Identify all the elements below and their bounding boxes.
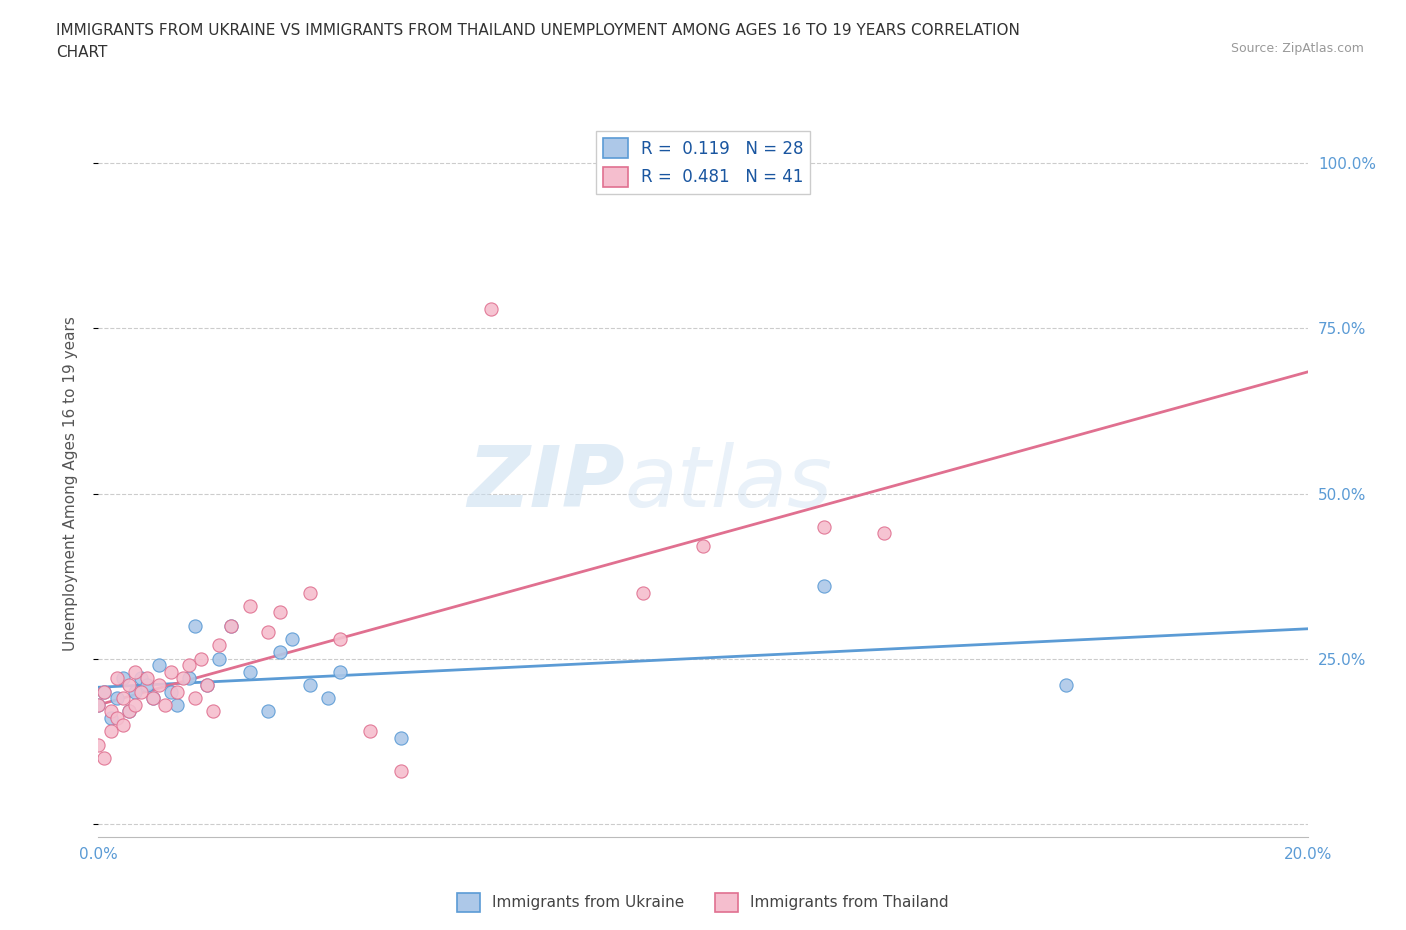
Point (184, 618, 207, 633)
Point (813, 519, 835, 534)
Point (124, 698, 146, 712)
Point (256, 625, 278, 640)
Point (111, 717, 134, 732)
Point (111, 671, 134, 686)
Point (93, 751, 115, 765)
Point (481, 301, 503, 316)
Text: Source: ZipAtlas.com: Source: ZipAtlas.com (1230, 42, 1364, 55)
Point (160, 664, 183, 679)
Point (100, 704, 122, 719)
Point (118, 704, 141, 719)
Point (124, 684, 146, 699)
Point (129, 671, 152, 686)
Point (148, 658, 170, 672)
Point (329, 631, 352, 646)
Point (256, 704, 278, 719)
Point (129, 684, 152, 699)
Point (87, 698, 110, 712)
Point (118, 678, 141, 693)
Point (195, 678, 218, 693)
Point (142, 691, 165, 706)
Point (389, 764, 412, 778)
Point (692, 538, 714, 553)
Point (269, 605, 291, 620)
Point (239, 664, 262, 679)
Point (135, 678, 157, 693)
Legend: R =  0.119   N = 28, R =  0.481   N = 41: R = 0.119 N = 28, R = 0.481 N = 41 (596, 131, 810, 193)
Point (148, 678, 170, 693)
Point (105, 711, 128, 725)
Point (202, 704, 225, 719)
Point (360, 724, 382, 738)
Point (153, 698, 176, 712)
Text: CHART: CHART (56, 45, 108, 60)
Point (329, 664, 352, 679)
Text: atlas: atlas (624, 442, 832, 525)
Point (142, 691, 165, 706)
Point (281, 631, 304, 646)
Point (160, 684, 183, 699)
Point (111, 691, 134, 706)
Point (166, 698, 188, 712)
Point (184, 691, 207, 706)
Point (135, 671, 157, 686)
Point (179, 658, 201, 672)
Point (631, 585, 654, 600)
Point (299, 585, 322, 600)
Point (873, 525, 896, 540)
Point (389, 730, 412, 745)
Point (124, 664, 146, 679)
Point (221, 618, 243, 633)
Point (316, 691, 339, 706)
Point (299, 678, 322, 693)
Point (87, 698, 110, 712)
Point (813, 578, 835, 593)
Text: IMMIGRANTS FROM UKRAINE VS IMMIGRANTS FROM THAILAND UNEMPLOYMENT AMONG AGES 16 T: IMMIGRANTS FROM UKRAINE VS IMMIGRANTS FR… (56, 23, 1021, 38)
Point (190, 651, 212, 666)
Point (221, 618, 243, 633)
Point (118, 704, 141, 719)
Point (208, 651, 231, 666)
Point (87, 737, 110, 752)
Point (179, 671, 201, 686)
Point (93, 684, 115, 699)
Text: ZIP: ZIP (467, 442, 624, 525)
Point (105, 691, 128, 706)
Point (100, 724, 122, 738)
Point (239, 598, 262, 613)
Point (1054, 678, 1077, 693)
Legend: Immigrants from Ukraine, Immigrants from Thailand: Immigrants from Ukraine, Immigrants from… (451, 887, 955, 918)
Point (172, 671, 194, 686)
Point (100, 711, 122, 725)
Point (105, 671, 128, 686)
Point (269, 644, 291, 659)
Y-axis label: Unemployment Among Ages 16 to 19 years: Unemployment Among Ages 16 to 19 years (63, 316, 77, 651)
Point (166, 684, 188, 699)
Point (208, 638, 231, 653)
Point (195, 678, 218, 693)
Point (93, 684, 115, 699)
